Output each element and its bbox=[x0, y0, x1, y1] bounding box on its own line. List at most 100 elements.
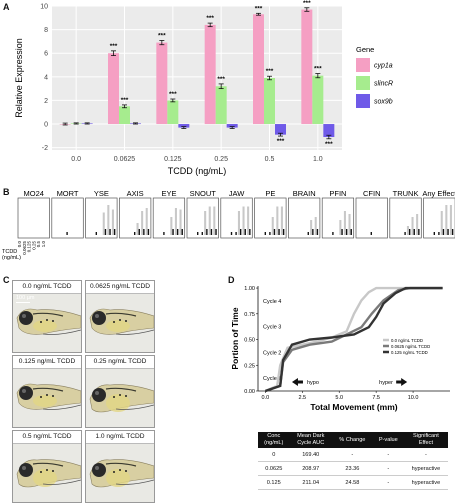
y-tick-label: 1.00 bbox=[244, 286, 255, 292]
table-cell: 23.36 bbox=[331, 461, 373, 476]
table-header-cell: % Change bbox=[331, 432, 373, 448]
scale-bar bbox=[16, 302, 30, 303]
endpoint-label: BRAIN bbox=[293, 189, 316, 198]
x-axis-title: TCDD (ng/mL) bbox=[168, 166, 227, 176]
endpoint-box bbox=[152, 197, 186, 239]
concentration-tick: 0.5 bbox=[36, 241, 41, 248]
significance-label: *** bbox=[266, 68, 274, 75]
significance-label: *** bbox=[121, 97, 129, 104]
legend-swatch bbox=[356, 94, 370, 108]
gray-bar bbox=[445, 205, 448, 235]
endpoint-box bbox=[288, 197, 321, 239]
y-axis-title: Relative Expression bbox=[14, 38, 24, 118]
table-cell: 0 bbox=[258, 448, 290, 462]
black-bar bbox=[269, 232, 271, 235]
y-tick-label: 0.00 bbox=[244, 389, 255, 395]
endpoint-label: MO24 bbox=[24, 189, 44, 198]
black-bar bbox=[316, 229, 319, 235]
y-tick-label: 0.50 bbox=[244, 338, 255, 344]
black-bar bbox=[341, 229, 343, 235]
fish-panel: 0.25 ng/mL TCDD bbox=[85, 355, 155, 428]
cycle-label: Cycle 2 bbox=[263, 350, 281, 356]
endpoint-label: CFIN bbox=[363, 189, 381, 198]
table-header-cell: Mean Dark Cycle AUC bbox=[289, 432, 332, 448]
table-row: 0 169.40- - - bbox=[258, 448, 448, 462]
x-tick-label: 0.125 bbox=[164, 156, 182, 163]
black-bar bbox=[134, 232, 136, 235]
significance-label: *** bbox=[325, 141, 333, 148]
table-row: 0.125 211.04 24.58- hyperactive bbox=[258, 475, 448, 490]
legend-label: slincR bbox=[374, 81, 393, 88]
table-cell: 169.40 bbox=[289, 448, 332, 462]
table-cell: - bbox=[403, 448, 448, 462]
black-bar bbox=[312, 229, 314, 235]
gray-bar bbox=[179, 209, 182, 235]
concentration-tick: 1.0 bbox=[41, 241, 46, 248]
black-bar bbox=[370, 232, 372, 235]
legend-swatch bbox=[356, 76, 370, 90]
y-tick-label: 0 bbox=[44, 122, 48, 129]
black-bar bbox=[408, 229, 411, 235]
legend-label: cyp1a bbox=[374, 63, 393, 70]
fish-panel-label: 1.0 ng/mL TCDD bbox=[86, 431, 154, 444]
table-header-row: Conc (ng/mL) Mean Dark Cycle AUC% Change P-v… bbox=[258, 432, 448, 448]
black-bar bbox=[239, 229, 242, 235]
x-tick-label: 0.0 bbox=[262, 395, 270, 401]
legend-label: 0.125 ng/mL TCDD bbox=[391, 350, 428, 355]
bar bbox=[275, 124, 286, 135]
x-tick-label: 1.0 bbox=[313, 156, 323, 163]
fish-panel: 0.0 ng/mL TCDD 100 µm bbox=[12, 280, 82, 353]
gray-bar bbox=[136, 223, 139, 235]
endpoint-box bbox=[355, 197, 388, 239]
gray-bar bbox=[141, 211, 144, 235]
gray-bar bbox=[449, 205, 452, 235]
endpoint-box bbox=[119, 197, 152, 239]
black-bar bbox=[210, 229, 213, 235]
endpoint-label: AXIS bbox=[127, 189, 144, 198]
significance-label: *** bbox=[255, 5, 263, 12]
bar bbox=[156, 42, 168, 125]
series-line bbox=[264, 286, 443, 393]
fish-panel: 0.0625 ng/mL TCDD bbox=[85, 280, 155, 353]
fish-panel: 0.5 ng/mL TCDD bbox=[12, 430, 82, 503]
panel-b-letter: B bbox=[3, 187, 10, 197]
zebrafish-larva-image bbox=[86, 444, 154, 502]
fish-panel: 0.125 ng/mL TCDD bbox=[12, 355, 82, 428]
y-tick-label: 4 bbox=[44, 74, 48, 81]
black-bar bbox=[273, 229, 276, 235]
concentration-tick: 0.125 bbox=[27, 241, 32, 253]
morphology-endpoint-chart: MO24 MORT YSE AXIS EYE SNOUT JAW PE BRAIN PFIN CFI… bbox=[2, 189, 455, 261]
black-bar bbox=[442, 229, 445, 235]
row-label: (ng/mL) bbox=[2, 255, 21, 261]
x-tick-label: 2.5 bbox=[298, 395, 306, 401]
x-tick-label: 5.0 bbox=[335, 395, 343, 401]
black-bar bbox=[215, 229, 217, 235]
bar bbox=[167, 100, 179, 125]
bar bbox=[178, 124, 190, 128]
black-bar bbox=[230, 232, 233, 235]
gray-bar bbox=[310, 220, 313, 235]
bar bbox=[119, 106, 130, 125]
bar bbox=[264, 78, 275, 125]
y-tick-label: 0.75 bbox=[244, 312, 255, 318]
black-bar bbox=[350, 229, 352, 235]
endpoint-box bbox=[186, 197, 219, 239]
black-bar bbox=[433, 232, 435, 235]
panel-d-letter: D bbox=[228, 275, 235, 285]
gray-bar bbox=[406, 226, 409, 235]
gray-bar bbox=[276, 206, 279, 235]
summary-table: Conc (ng/mL) Mean Dark Cycle AUC% Change P-v… bbox=[258, 432, 448, 490]
scale-bar-label: 100 µm bbox=[16, 295, 35, 301]
table-cell: 0.125 bbox=[258, 475, 290, 490]
fish-panel-label: 0.25 ng/mL TCDD bbox=[86, 356, 154, 369]
table-cell: hyperactive bbox=[403, 461, 448, 476]
endpoint-box bbox=[321, 197, 355, 239]
endpoint-box bbox=[17, 197, 50, 239]
plot-background bbox=[52, 6, 342, 150]
bar bbox=[253, 14, 264, 125]
bar bbox=[204, 24, 216, 125]
gray-bar bbox=[145, 208, 148, 235]
table-cell: - bbox=[372, 475, 404, 490]
black-bar bbox=[147, 229, 150, 235]
significance-label: *** bbox=[110, 43, 118, 50]
